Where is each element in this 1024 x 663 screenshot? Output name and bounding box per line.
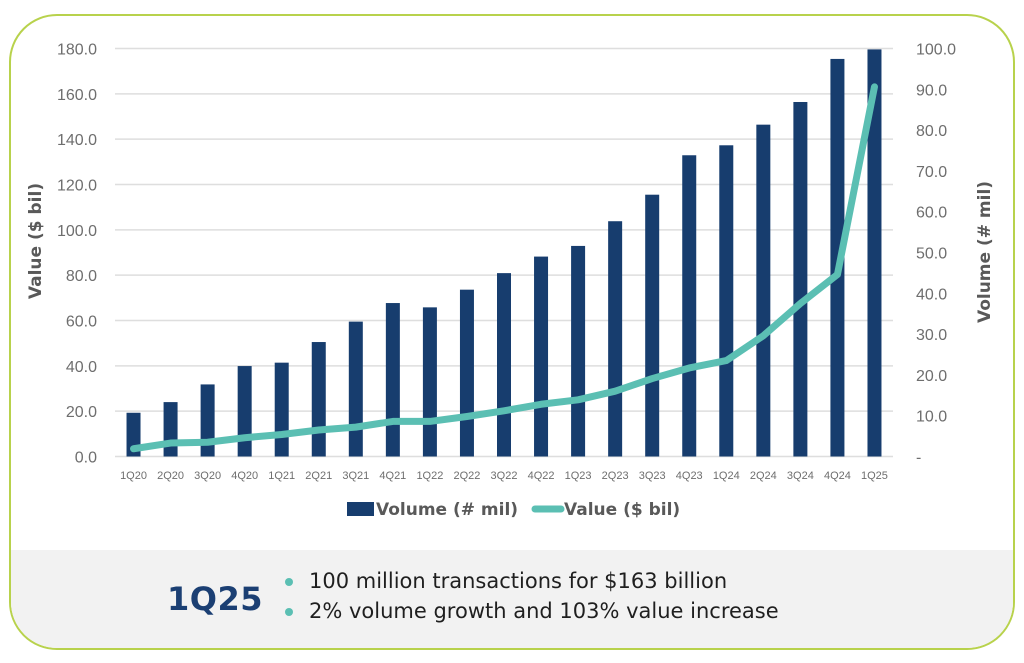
volume-bar: [719, 145, 734, 457]
volume-bars: [126, 49, 882, 457]
right-axis-title: Volume (# mil): [975, 181, 995, 323]
value-line: [130, 83, 878, 453]
bullet-dot-icon: [285, 578, 293, 586]
left-tick-label: 140.0: [57, 132, 97, 149]
summary-bullet-text: 2% volume growth and 103% value increase: [309, 599, 779, 623]
x-tick-label: 1Q24: [713, 470, 740, 482]
x-tick-label: 2Q23: [602, 470, 629, 482]
volume-bar: [163, 402, 178, 457]
volume-bar: [793, 101, 808, 457]
left-tick-label: 80.0: [66, 268, 97, 285]
volume-bar: [237, 366, 252, 457]
volume-bar: [385, 303, 400, 457]
x-tick-label: 1Q22: [416, 470, 443, 482]
x-tick-label: 4Q24: [824, 470, 851, 482]
x-tick-label: 4Q23: [676, 470, 703, 482]
x-tick-label: 2Q24: [750, 470, 777, 482]
right-tick-label: 90.0: [916, 82, 947, 99]
summary-bullet-text: 100 million transactions for $163 billio…: [309, 569, 728, 593]
x-tick-label: 1Q25: [861, 470, 888, 482]
x-tick-label: 1Q23: [565, 470, 592, 482]
right-tick-label: 20.0: [916, 368, 947, 385]
volume-bar: [756, 124, 771, 457]
summary-bullet: 100 million transactions for $163 billio…: [285, 566, 779, 596]
x-tick-label: 3Q23: [639, 470, 666, 482]
x-tick-label: 2Q22: [453, 470, 480, 482]
x-tick-label: 1Q21: [268, 470, 295, 482]
volume-bar: [682, 155, 697, 457]
volume-bar: [274, 362, 289, 457]
combo-chart: 0.0 20.0 40.0 60.0 80.0 100.0 120.0 140.0 160.0 1…: [26, 42, 995, 521]
x-axis-ticks: 1Q20 2Q20 3Q20 4Q20 1Q21 2Q21 3Q21 4Q21 1Q22 2Q22…: [120, 470, 888, 482]
x-tick-label: 1Q20: [120, 470, 147, 482]
left-tick-label: 100.0: [57, 223, 97, 240]
legend-label-value: Value ($ bil): [564, 500, 680, 520]
right-axis-ticks: - 10.0 20.0 30.0 40.0 50.0 60.0 70.0 80.0 90.0 100…: [916, 42, 956, 467]
left-tick-label: 160.0: [57, 87, 97, 104]
volume-bar: [497, 273, 511, 457]
left-tick-label: 60.0: [66, 314, 97, 331]
summary-bullet: 2% volume growth and 103% value increase: [285, 596, 779, 626]
x-tick-label: 4Q20: [231, 470, 258, 482]
right-tick-label: 40.0: [916, 286, 947, 303]
volume-bar: [608, 221, 623, 457]
left-tick-label: 0.0: [75, 450, 97, 467]
volume-bar: [571, 245, 586, 457]
legend: Volume (# mil) Value ($ bil): [347, 500, 680, 520]
volume-bar: [348, 321, 363, 457]
chart-frame: 1Q25 100 million transactions for $163 b…: [9, 14, 1015, 650]
left-tick-label: 20.0: [66, 404, 97, 421]
x-tick-label: 4Q21: [379, 470, 406, 482]
right-tick-label: 60.0: [916, 205, 947, 222]
right-tick-label: 50.0: [916, 246, 947, 263]
legend-label-volume: Volume (# mil): [376, 500, 518, 520]
right-tick-label: 10.0: [916, 409, 947, 426]
summary-panel: 1Q25 100 million transactions for $163 b…: [11, 550, 1013, 648]
x-tick-label: 4Q22: [528, 470, 555, 482]
left-axis-title: Value ($ bil): [26, 183, 46, 299]
volume-bar: [534, 256, 549, 457]
summary-list: 100 million transactions for $163 billio…: [285, 566, 779, 626]
volume-bar: [422, 307, 437, 457]
summary-period: 1Q25: [167, 580, 263, 618]
volume-bar: [645, 194, 660, 457]
right-tick-label: -: [916, 450, 921, 467]
right-tick-label: 30.0: [916, 327, 947, 344]
legend-swatch-volume: [347, 502, 374, 516]
left-tick-label: 180.0: [57, 42, 97, 59]
volume-bar: [867, 49, 882, 457]
left-tick-label: 120.0: [57, 178, 97, 195]
x-tick-label: 3Q21: [342, 470, 369, 482]
right-tick-label: 80.0: [916, 123, 947, 140]
x-tick-label: 2Q21: [305, 470, 332, 482]
x-tick-label: 3Q22: [491, 470, 518, 482]
bullet-dot-icon: [285, 608, 293, 616]
x-tick-label: 3Q20: [194, 470, 221, 482]
right-tick-label: 100.0: [916, 42, 956, 59]
volume-bar: [459, 289, 474, 457]
left-axis-ticks: 0.0 20.0 40.0 60.0 80.0 100.0 120.0 140.0 160.0 1…: [57, 42, 97, 467]
x-tick-label: 2Q20: [157, 470, 184, 482]
left-tick-label: 40.0: [66, 359, 97, 376]
volume-bar: [311, 342, 326, 457]
right-tick-label: 70.0: [916, 164, 947, 181]
x-tick-label: 3Q24: [787, 470, 814, 482]
